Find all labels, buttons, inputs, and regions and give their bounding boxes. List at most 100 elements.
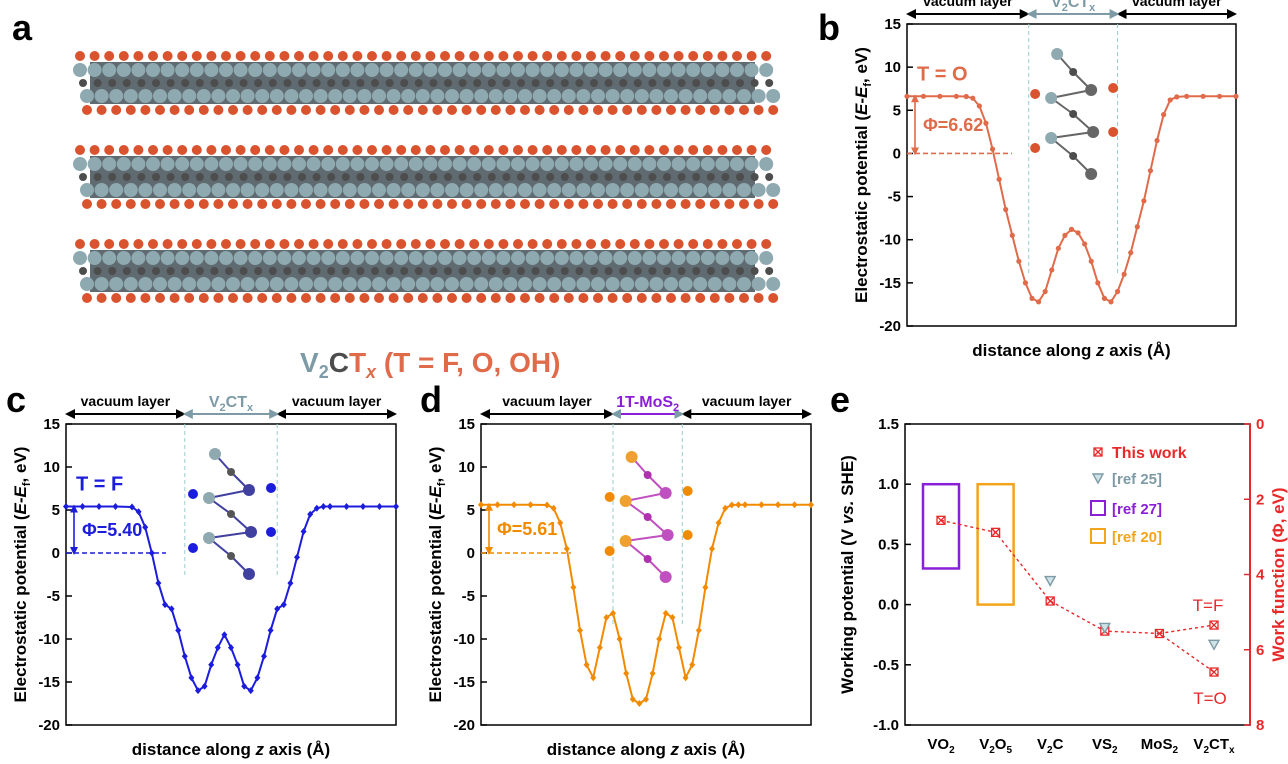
oxygen-atom bbox=[542, 239, 553, 249]
carbon-atom bbox=[93, 173, 102, 181]
oxygen-atom bbox=[644, 145, 655, 155]
vanadium-atom bbox=[678, 183, 693, 197]
vanadium-atom bbox=[532, 277, 547, 291]
inset-atom bbox=[209, 448, 221, 460]
vanadium-atom bbox=[87, 157, 102, 171]
oxygen-atom bbox=[294, 51, 304, 61]
vanadium-atom bbox=[554, 251, 569, 265]
vanadium-atom bbox=[342, 277, 357, 291]
oxygen-atom bbox=[381, 239, 392, 249]
vanadium-atom bbox=[131, 63, 146, 77]
inset-atom bbox=[659, 487, 672, 499]
oxygen-atom bbox=[578, 293, 589, 303]
carbon-atom bbox=[517, 267, 525, 275]
inset-atom bbox=[1108, 83, 1119, 93]
carbon-atom bbox=[239, 173, 248, 181]
inset-atom bbox=[604, 492, 615, 502]
oxygen-atom bbox=[279, 145, 290, 155]
vanadium-atom bbox=[196, 89, 211, 103]
carbon-atom bbox=[341, 267, 350, 275]
oxygen-atom bbox=[483, 51, 494, 61]
oxygen-atom bbox=[271, 293, 282, 303]
inset-atom bbox=[1085, 168, 1098, 180]
carbon-atom bbox=[531, 267, 540, 275]
carbon-atom bbox=[633, 79, 642, 87]
carbon-atom bbox=[385, 267, 394, 275]
vanadium-atom bbox=[313, 89, 328, 103]
inset-atom bbox=[203, 532, 215, 544]
data-point bbox=[643, 695, 649, 703]
vanadium-atom bbox=[766, 89, 781, 103]
carbon-atom bbox=[648, 173, 657, 181]
carbon-atom bbox=[385, 79, 394, 87]
data-point bbox=[1184, 93, 1190, 99]
termination-label: T = O bbox=[917, 63, 968, 85]
carbon-atom bbox=[93, 267, 102, 275]
inset-bond bbox=[208, 531, 252, 539]
oxygen-atom bbox=[148, 51, 158, 61]
carbon-atom bbox=[560, 267, 569, 275]
this-work-line-O bbox=[940, 519, 1215, 673]
vanadium-atom bbox=[649, 277, 664, 291]
vanadium-atom bbox=[394, 63, 409, 77]
data-point bbox=[1003, 206, 1009, 213]
oxygen-atom bbox=[600, 51, 611, 61]
carbon-atom bbox=[312, 79, 321, 87]
carbon-atom bbox=[210, 267, 219, 275]
data-point bbox=[550, 504, 557, 512]
oxygen-atom bbox=[483, 239, 494, 249]
oxygen-atom bbox=[680, 105, 691, 115]
oxygen-atom bbox=[264, 51, 275, 61]
oxygen-atom bbox=[125, 293, 136, 303]
inset-atom bbox=[243, 484, 255, 496]
oxygen-atom bbox=[732, 239, 742, 249]
vanadium-atom bbox=[576, 183, 591, 197]
data-point bbox=[669, 614, 676, 621]
ref25-point bbox=[1044, 575, 1057, 587]
slab-label: V2CTx bbox=[1051, 0, 1096, 14]
carbon-atom bbox=[458, 79, 467, 87]
carbon-atom bbox=[458, 173, 467, 181]
data-point bbox=[1141, 198, 1147, 204]
oxygen-atom bbox=[133, 51, 144, 61]
data-point bbox=[511, 501, 517, 509]
oxygen-atom bbox=[432, 293, 443, 303]
oxygen-atom bbox=[104, 239, 115, 249]
oxygen-atom bbox=[337, 51, 348, 61]
oxygen-atom bbox=[125, 199, 136, 209]
vanadium-atom bbox=[423, 157, 438, 171]
y-tick-label: 10 bbox=[884, 59, 901, 76]
carbon-atom bbox=[648, 79, 657, 87]
data-point bbox=[544, 501, 550, 509]
vanadium-atom bbox=[744, 251, 759, 265]
x-tick-label: V2CTx bbox=[1193, 736, 1235, 756]
data-point bbox=[1216, 93, 1223, 99]
carbon-atom bbox=[677, 173, 686, 181]
vanadium-atom bbox=[248, 63, 263, 77]
oxygen-atom bbox=[425, 145, 436, 155]
oxygen-atom bbox=[111, 293, 122, 303]
inset-atom bbox=[1069, 152, 1078, 160]
vanadium-atom bbox=[233, 157, 248, 171]
vanadium-atom bbox=[715, 251, 730, 265]
oxygen-atom bbox=[82, 199, 92, 209]
oxygen-atom bbox=[513, 239, 523, 249]
oxygen-atom bbox=[169, 105, 180, 115]
oxygen-atom bbox=[746, 51, 757, 61]
vanadium-atom bbox=[116, 63, 131, 77]
carbon-atom bbox=[166, 79, 175, 87]
data-point bbox=[577, 626, 583, 634]
oxygen-atom bbox=[695, 199, 706, 209]
y-tick-label: 15 bbox=[884, 16, 901, 33]
vanadium-atom bbox=[664, 89, 678, 103]
oxygen-atom bbox=[396, 145, 407, 155]
vanadium-atom bbox=[445, 89, 459, 103]
inset-atom bbox=[266, 483, 276, 493]
oxygen-atom bbox=[294, 239, 304, 249]
oxygen-atom bbox=[578, 105, 589, 115]
vanadium-atom bbox=[292, 251, 306, 265]
this-work-point-cross bbox=[1045, 596, 1055, 606]
vanadium-atom bbox=[438, 157, 452, 171]
oxygen-atom bbox=[359, 105, 370, 115]
vanadium-atom bbox=[131, 251, 146, 265]
